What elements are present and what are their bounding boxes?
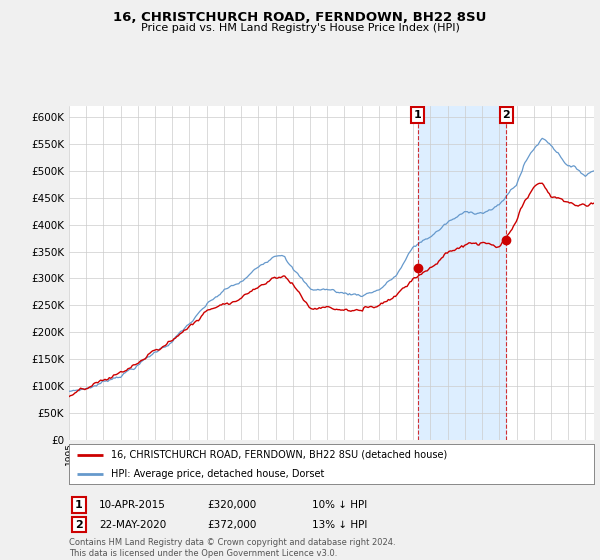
- Text: 10% ↓ HPI: 10% ↓ HPI: [312, 500, 367, 510]
- Text: 16, CHRISTCHURCH ROAD, FERNDOWN, BH22 8SU (detached house): 16, CHRISTCHURCH ROAD, FERNDOWN, BH22 8S…: [111, 450, 447, 460]
- Text: 22-MAY-2020: 22-MAY-2020: [99, 520, 166, 530]
- Text: 1: 1: [75, 500, 83, 510]
- Text: 16, CHRISTCHURCH ROAD, FERNDOWN, BH22 8SU: 16, CHRISTCHURCH ROAD, FERNDOWN, BH22 8S…: [113, 11, 487, 24]
- Text: 1: 1: [413, 110, 421, 120]
- Text: 2: 2: [75, 520, 83, 530]
- Text: £372,000: £372,000: [207, 520, 256, 530]
- Text: 2: 2: [502, 110, 510, 120]
- Text: £320,000: £320,000: [207, 500, 256, 510]
- Bar: [418, 106, 506, 440]
- Text: 10-APR-2015: 10-APR-2015: [99, 500, 166, 510]
- Text: Contains HM Land Registry data © Crown copyright and database right 2024.
This d: Contains HM Land Registry data © Crown c…: [69, 538, 395, 558]
- Text: HPI: Average price, detached house, Dorset: HPI: Average price, detached house, Dors…: [111, 469, 325, 478]
- Text: 13% ↓ HPI: 13% ↓ HPI: [312, 520, 367, 530]
- Text: Price paid vs. HM Land Registry's House Price Index (HPI): Price paid vs. HM Land Registry's House …: [140, 23, 460, 33]
